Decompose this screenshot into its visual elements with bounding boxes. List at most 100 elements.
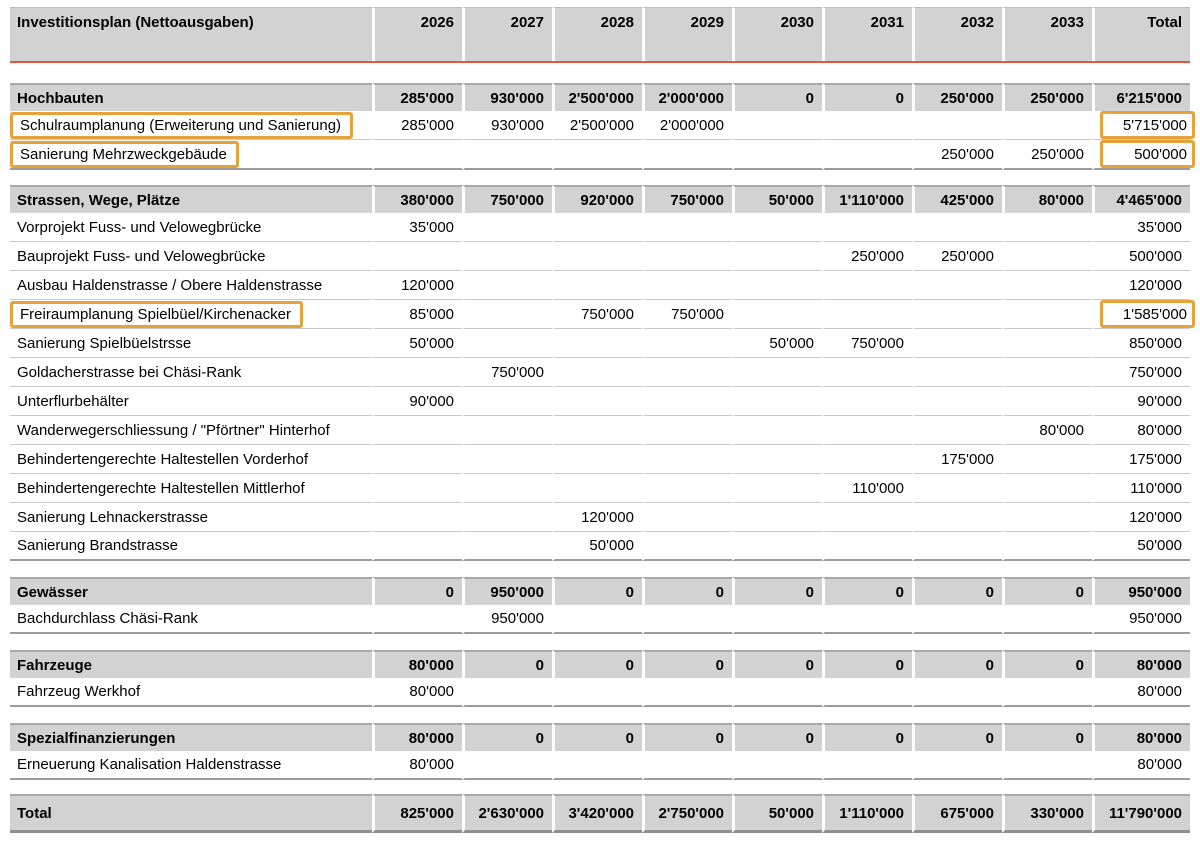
year-value-cell xyxy=(1002,300,1092,329)
year-value-cell xyxy=(912,213,1002,242)
cell-value: 120'000 xyxy=(1129,276,1182,294)
year-value-cell xyxy=(732,213,822,242)
row-label: Goldacherstrasse bei Chäsi-Rank xyxy=(17,363,242,381)
year-value-cell xyxy=(462,300,552,329)
year-value-cell xyxy=(912,605,1002,634)
cell-value: 250'000 xyxy=(1030,89,1084,107)
row-label: Wanderwegerschliessung / "Pförtner" Hint… xyxy=(17,421,330,439)
year-value-cell xyxy=(642,474,732,503)
cell-value: 80'000 xyxy=(1136,729,1182,747)
year-value-cell: 35'000 xyxy=(372,213,462,242)
year-value-cell: 1'110'000 xyxy=(822,185,912,213)
annotation-highlight-box: Schulraumplanung (Erweiterung und Sanier… xyxy=(10,111,354,139)
year-value-cell: 0 xyxy=(822,577,912,605)
table-row: Schulraumplanung (Erweiterung und Sanier… xyxy=(10,111,1195,140)
annotation-highlight-box: Sanierung Mehrzweckgebäude xyxy=(10,140,239,168)
year-value-cell: 110'000 xyxy=(822,474,912,503)
year-value-cell: 80'000 xyxy=(372,751,462,780)
year-value-cell xyxy=(732,271,822,300)
year-value-cell: 0 xyxy=(912,577,1002,605)
cell-value: 950'000 xyxy=(1128,583,1182,601)
cell-value: 0 xyxy=(895,583,904,601)
row-label: Vorprojekt Fuss- und Velowegbrücke xyxy=(17,218,262,236)
year-value-cell xyxy=(912,111,1002,140)
year-value-cell: 930'000 xyxy=(462,111,552,140)
cell-value: 250'000 xyxy=(851,247,904,265)
year-value-cell xyxy=(642,213,732,242)
year-value-cell xyxy=(822,605,912,634)
row-total-cell: 90'000 xyxy=(1092,387,1190,416)
cell-value: 2'750'000 xyxy=(658,804,724,822)
cell-value: 0 xyxy=(625,583,634,601)
year-value-cell xyxy=(462,271,552,300)
table-section: Fahrzeuge 80'000 0 0 0 0 0 0 0 80'000 Fahrzeug Wer… xyxy=(10,650,1190,707)
cell-value: 6'215'000 xyxy=(1116,89,1182,107)
year-value-cell xyxy=(732,503,822,532)
cell-value: 750'000 xyxy=(851,334,904,352)
cell-value: 90'000 xyxy=(409,392,454,410)
cell-value: 5'715'000 xyxy=(1122,116,1187,134)
row-label: Sanierung Mehrzweckgebäude xyxy=(20,145,227,163)
year-value-cell xyxy=(462,416,552,445)
row-label: Sanierung Brandstrasse xyxy=(17,537,178,554)
cell-value: 0 xyxy=(535,656,544,674)
year-value-cell: 2'630'000 xyxy=(462,794,552,833)
year-value-cell xyxy=(552,140,642,170)
cell-value: 1'110'000 xyxy=(839,191,904,209)
year-value-cell: 80'000 xyxy=(372,678,462,707)
cell-value: 0 xyxy=(805,656,814,674)
row-label-cell: Schulraumplanung (Erweiterung und Sanier… xyxy=(10,111,372,140)
year-value-cell xyxy=(1002,213,1092,242)
year-value-cell: 285'000 xyxy=(372,111,462,140)
cell-value: 1'110'000 xyxy=(839,804,904,822)
year-value-cell: 250'000 xyxy=(822,242,912,271)
year-value-cell xyxy=(462,140,552,170)
column-header-2031: 2031 xyxy=(822,7,912,61)
year-value-cell: 750'000 xyxy=(462,185,552,213)
table-row: Sanierung Mehrzweckgebäude 250'000 250'000… xyxy=(10,140,1195,170)
cell-value: 750'000 xyxy=(491,363,544,381)
cell-value: 0 xyxy=(895,729,904,747)
row-label-cell: Wanderwegerschliessung / "Pförtner" Hint… xyxy=(10,416,372,445)
row-total-cell: 175'000 xyxy=(1092,445,1190,474)
row-total-cell: 750'000 xyxy=(1092,358,1190,387)
year-value-cell xyxy=(732,678,822,707)
table-row: Wanderwegerschliessung / "Pförtner" Hint… xyxy=(10,416,1190,445)
year-value-cell: 0 xyxy=(552,577,642,605)
cell-value: 50'000 xyxy=(768,191,814,209)
cell-value: 425'000 xyxy=(940,191,994,209)
cell-value: 750'000 xyxy=(581,305,634,323)
year-value-cell xyxy=(462,387,552,416)
row-label-cell: Behindertengerechte Haltestellen Mittler… xyxy=(10,474,372,503)
row-label: Behindertengerechte Haltestellen Mittler… xyxy=(17,479,305,497)
cell-value: 120'000 xyxy=(401,276,454,294)
row-total-cell: 6'215'000 xyxy=(1092,83,1190,111)
year-value-cell xyxy=(552,271,642,300)
year-value-cell: 0 xyxy=(642,650,732,678)
annotation-highlight-box: 1'585'000 xyxy=(1100,300,1195,328)
year-value-cell: 950'000 xyxy=(462,605,552,634)
row-label-cell: Sanierung Lehnackerstrasse xyxy=(10,503,372,532)
year-value-cell: 0 xyxy=(732,650,822,678)
year-value-cell: 2'750'000 xyxy=(642,794,732,833)
year-value-cell xyxy=(1002,242,1092,271)
year-value-cell: 0 xyxy=(552,650,642,678)
year-value-cell xyxy=(552,329,642,358)
row-total-cell: 110'000 xyxy=(1092,474,1190,503)
cell-value: 4'465'000 xyxy=(1116,191,1182,209)
row-total-cell: 80'000 xyxy=(1092,416,1190,445)
year-value-cell: 120'000 xyxy=(372,271,462,300)
year-value-cell xyxy=(732,751,822,780)
year-value-cell: 250'000 xyxy=(912,140,1002,170)
year-value-cell xyxy=(642,329,732,358)
row-label: Freiraumplanung Spielbüel/Kirchenacker xyxy=(20,305,291,323)
row-label-cell: Strassen, Wege, Plätze xyxy=(10,185,372,213)
cell-value: 750'000 xyxy=(670,191,724,209)
cell-value: 330'000 xyxy=(1030,804,1084,822)
row-label: Spezialfinanzierungen xyxy=(17,729,176,747)
year-value-cell: 2'000'000 xyxy=(642,111,732,140)
year-value-cell xyxy=(912,329,1002,358)
year-value-cell: 50'000 xyxy=(732,329,822,358)
year-value-cell xyxy=(372,474,462,503)
year-value-cell: 380'000 xyxy=(372,185,462,213)
